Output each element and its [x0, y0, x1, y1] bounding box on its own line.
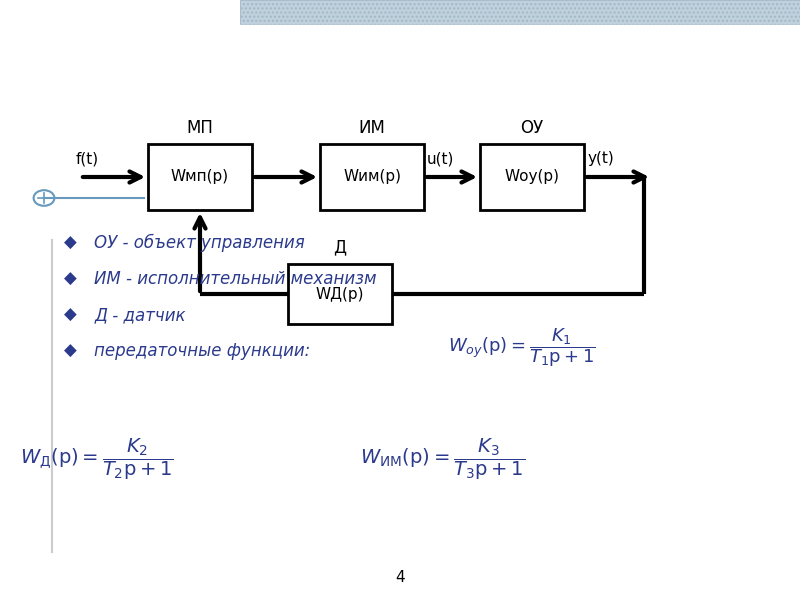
- Bar: [240, 0, 800, 24]
- Bar: [288, 264, 392, 324]
- Bar: [148, 144, 252, 210]
- Text: ИМ - исполнительный механизм: ИМ - исполнительный механизм: [94, 270, 377, 288]
- Text: WД(p): WД(p): [316, 286, 364, 301]
- Bar: [320, 144, 424, 210]
- Text: $W_{\mathsf{Д}}(\mathrm{p}) = \dfrac{K_2}{T_2\mathrm{p} + 1}$: $W_{\mathsf{Д}}(\mathrm{p}) = \dfrac{K_2…: [20, 436, 174, 482]
- Text: Wмп(p): Wмп(p): [171, 169, 229, 184]
- Text: Wим(p): Wим(p): [343, 169, 401, 184]
- Text: Д: Д: [334, 239, 346, 257]
- Text: f(t): f(t): [76, 151, 99, 166]
- Text: ИМ: ИМ: [358, 119, 386, 137]
- Text: передаточные функции:: передаточные функции:: [94, 342, 310, 360]
- Text: ◆: ◆: [64, 342, 77, 360]
- Text: Wоу(p): Wоу(p): [505, 169, 559, 184]
- Bar: [480, 144, 584, 210]
- Text: y(t): y(t): [588, 151, 614, 166]
- Text: МП: МП: [186, 119, 214, 137]
- Text: u(t): u(t): [426, 151, 454, 166]
- Text: ◆: ◆: [64, 306, 77, 324]
- Text: 4: 4: [395, 570, 405, 585]
- Text: ОУ - объект управления: ОУ - объект управления: [94, 234, 305, 252]
- Text: ОУ: ОУ: [521, 119, 543, 137]
- Text: Д - датчик: Д - датчик: [94, 306, 186, 324]
- Text: $W_{oy}(\mathrm{p}) = \dfrac{K_1}{T_1\mathrm{p} + 1}$: $W_{oy}(\mathrm{p}) = \dfrac{K_1}{T_1\ma…: [448, 326, 595, 370]
- Text: ◆: ◆: [64, 234, 77, 252]
- Text: $W_{\mathsf{ИМ}}(\mathrm{p}) = \dfrac{K_3}{T_3\mathrm{p} + 1}$: $W_{\mathsf{ИМ}}(\mathrm{p}) = \dfrac{K_…: [360, 436, 526, 482]
- Text: ◆: ◆: [64, 270, 77, 288]
- Bar: [240, 0, 800, 24]
